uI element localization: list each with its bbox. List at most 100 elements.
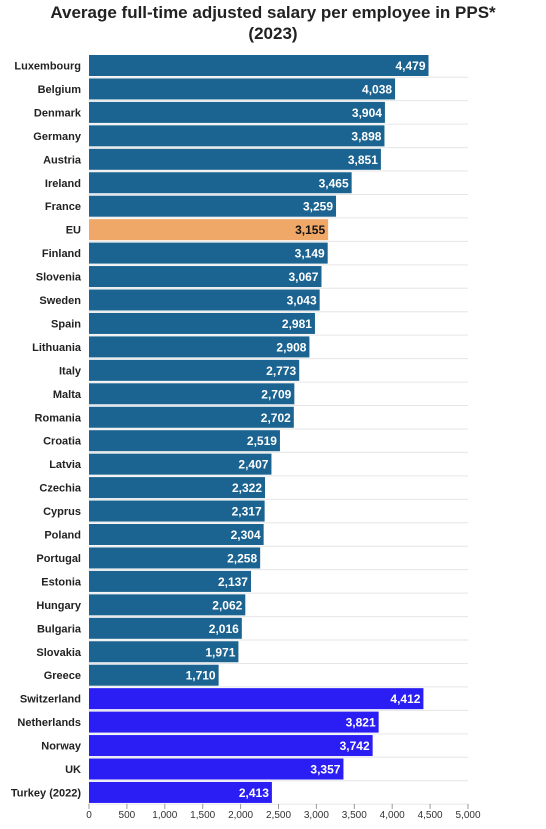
x-axis-ticks: 0 500 1,000 1,500 2,000 2,500 3,000 3,500 4,000 4…: [86, 803, 481, 821]
value-label-7: 3,155: [295, 223, 325, 237]
bar-2: [89, 101, 385, 123]
x-tick-label-9: 4,500: [418, 810, 443, 821]
category-label-15: Romania: [35, 412, 82, 424]
category-label-26: Greece: [44, 670, 81, 682]
bar-14: [89, 383, 295, 405]
category-label-22: Estonia: [41, 576, 82, 588]
category-label-25: Slovakia: [36, 647, 82, 659]
bar-7: [89, 219, 329, 241]
x-tick-label-7: 3,500: [342, 810, 367, 821]
bar-29: [89, 735, 373, 757]
grid-lines: [89, 76, 468, 805]
bar-22: [89, 570, 251, 592]
value-label-30: 3,357: [310, 763, 340, 777]
value-label-11: 2,981: [282, 317, 312, 331]
x-tick-label-3: 1,500: [190, 810, 215, 821]
bar-27: [89, 688, 424, 710]
value-label-4: 3,851: [348, 153, 378, 167]
x-tick-label-2: 1,000: [152, 810, 177, 821]
bar-25: [89, 641, 239, 663]
category-label-24: Bulgaria: [37, 623, 82, 635]
category-label-3: Germany: [33, 131, 82, 143]
bar-30: [89, 758, 344, 780]
bar-19: [89, 500, 265, 522]
bar-1: [89, 78, 396, 100]
value-label-26: 1,710: [186, 669, 216, 683]
bar-12: [89, 336, 310, 358]
value-label-20: 2,304: [231, 528, 261, 542]
value-label-5: 3,465: [319, 176, 349, 190]
category-label-11: Spain: [51, 318, 81, 330]
value-label-6: 3,259: [303, 200, 333, 214]
x-tick-label-8: 4,000: [380, 810, 405, 821]
value-label-22: 2,137: [218, 575, 248, 589]
bar-3: [89, 125, 385, 147]
category-label-9: Slovenia: [36, 272, 82, 284]
category-label-17: Latvia: [49, 459, 82, 471]
category-label-1: Belgium: [38, 84, 82, 96]
x-tick-label-5: 2,500: [266, 810, 291, 821]
chart-title-line-1: Average full-time adjusted salary per em…: [50, 3, 496, 22]
value-label-27: 4,412: [390, 692, 420, 706]
x-tick-label-10: 5,000: [455, 810, 480, 821]
value-label-12: 2,908: [276, 340, 306, 354]
category-label-6: France: [45, 201, 81, 213]
bar-13: [89, 359, 300, 381]
category-labels: Luxembourg Belgium Denmark Germany Austria Ir…: [11, 61, 82, 800]
x-tick-label-4: 2,000: [228, 810, 253, 821]
bar-15: [89, 406, 294, 428]
chart-title: Average full-time adjusted salary per em…: [0, 2, 546, 44]
bar-23: [89, 594, 246, 616]
category-label-27: Switzerland: [20, 694, 81, 706]
x-tick-label-0: 0: [86, 810, 92, 821]
bar-0: [89, 55, 429, 76]
category-label-30: UK: [65, 764, 81, 776]
bar-11: [89, 312, 315, 334]
bar-5: [89, 172, 352, 194]
value-label-3: 3,898: [351, 129, 381, 143]
value-label-15: 2,702: [261, 411, 291, 425]
category-label-28: Netherlands: [17, 717, 81, 729]
value-label-13: 2,773: [266, 364, 296, 378]
category-label-12: Lithuania: [32, 342, 82, 354]
bar-20: [89, 524, 264, 545]
bar-18: [89, 477, 266, 499]
category-label-2: Denmark: [34, 107, 82, 119]
category-label-31: Turkey (2022): [11, 787, 81, 799]
value-label-8: 3,149: [295, 247, 325, 261]
category-label-7: EU: [66, 225, 81, 237]
category-label-20: Poland: [44, 530, 81, 542]
category-label-4: Austria: [43, 154, 82, 166]
bar-4: [89, 148, 381, 170]
x-tick-label-1: 500: [119, 810, 136, 821]
value-label-16: 2,519: [247, 434, 277, 448]
category-label-16: Croatia: [43, 436, 82, 448]
chart-title-line-2: (2023): [248, 24, 298, 43]
category-label-13: Italy: [59, 365, 82, 377]
bar-21: [89, 547, 261, 569]
value-label-0: 4,479: [395, 59, 425, 73]
bar-26: [89, 664, 219, 686]
value-label-2: 3,904: [352, 106, 382, 120]
value-label-17: 2,407: [238, 458, 268, 472]
category-label-18: Czechia: [39, 483, 81, 495]
value-label-19: 2,317: [232, 505, 262, 519]
x-tick-label-6: 3,000: [304, 810, 329, 821]
value-label-18: 2,322: [232, 481, 262, 495]
bar-10: [89, 289, 320, 311]
bars: [89, 55, 429, 803]
value-label-23: 2,062: [212, 598, 242, 612]
category-label-29: Norway: [41, 741, 82, 753]
bar-6: [89, 195, 337, 217]
bar-9: [89, 266, 322, 288]
value-label-29: 3,742: [340, 739, 370, 753]
category-label-21: Portugal: [36, 553, 81, 565]
value-label-24: 2,016: [209, 622, 239, 636]
value-label-10: 3,043: [287, 294, 317, 308]
bar-16: [89, 430, 280, 452]
value-label-14: 2,709: [261, 387, 291, 401]
value-label-1: 4,038: [362, 82, 392, 96]
category-label-14: Malta: [53, 389, 82, 401]
